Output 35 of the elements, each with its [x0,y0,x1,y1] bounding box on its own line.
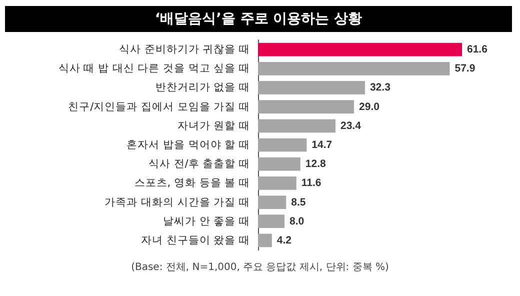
data-label: 12.8 [305,158,326,170]
y-tick-label: 스포츠, 영화 등을 볼 때 [134,177,250,190]
data-label: 11.6 [301,177,322,190]
y-tick-label: 식사 전/후 출출할 때 [148,158,250,170]
y-tick-label: 식사 준비하기가 귀찮을 때 [118,44,250,56]
bar [258,157,300,171]
data-label: 8.0 [289,215,304,228]
bar [258,196,286,209]
bar [258,138,307,152]
bar [258,214,284,228]
text: (Base: 전체, N=1,000, 주요 응답값 제시, 단위: 중복 %) [130,261,390,274]
data-label: 29.0 [359,100,380,113]
data-label: 23.4 [340,120,362,132]
bar [258,62,450,76]
bar [258,81,365,94]
y-tick-label: 날씨가 안 좋을 때 [162,215,250,228]
data-label: 14.7 [312,139,332,151]
y-tick-label: 식사 때 밥 대신 다른 것을 먹고 싶을 때 [58,62,250,75]
bar [258,119,336,133]
bar [258,176,296,190]
y-tick-label: 자녀 친구들이 왔을 때 [140,234,250,246]
y-tick-label: 혼자서 밥을 먹어야 할 때 [126,139,250,151]
bar [258,234,272,248]
chart-title: ‘배달음식’을 주로 이용하는 상황 [5,6,512,32]
y-tick-label: 자녀가 원할 때 [177,120,250,132]
y-tick-label: 반찬거리가 없을 때 [155,82,250,94]
y-tick-label: 가족과 대화의 시간을 가질 때 [104,196,250,208]
y-tick-label: 친구/지인들과 집에서 모임을 가질 때 [68,100,250,113]
bar [258,42,462,56]
data-label: 8.5 [291,196,306,208]
data-label: 4.2 [276,234,292,246]
data-label: 57.9 [454,62,476,75]
data-label: 32.3 [370,82,391,94]
bar [258,100,354,114]
data-label: 61.6 [467,44,488,56]
